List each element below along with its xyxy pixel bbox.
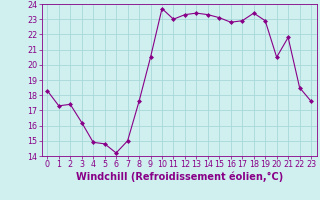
X-axis label: Windchill (Refroidissement éolien,°C): Windchill (Refroidissement éolien,°C) <box>76 172 283 182</box>
